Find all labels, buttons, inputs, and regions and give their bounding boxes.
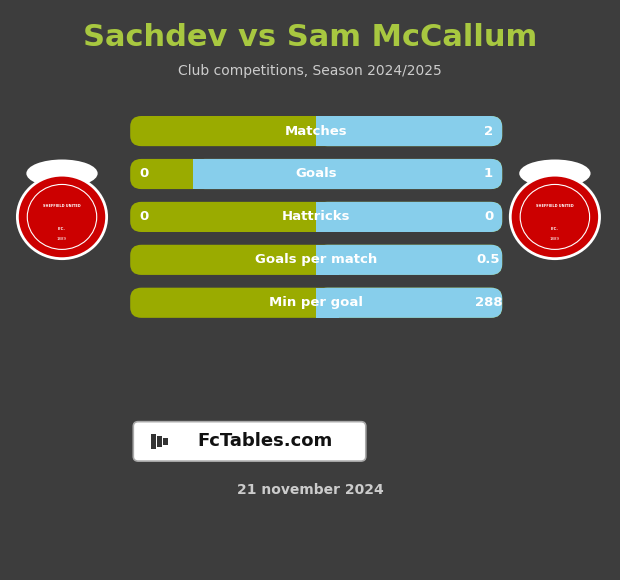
Text: Goals: Goals [295,168,337,180]
Text: SHEFFIELD UNITED: SHEFFIELD UNITED [43,205,81,208]
Ellipse shape [26,160,98,187]
FancyBboxPatch shape [316,116,502,146]
FancyBboxPatch shape [130,116,502,146]
Text: Club competitions, Season 2024/2025: Club competitions, Season 2024/2025 [178,64,442,78]
Text: 1889: 1889 [57,237,67,241]
Text: 0: 0 [140,211,148,223]
Text: FcTables.com: FcTables.com [197,432,333,451]
Text: Sachdev vs Sam McCallum: Sachdev vs Sam McCallum [83,23,537,52]
Text: 0: 0 [140,168,148,180]
FancyBboxPatch shape [133,422,366,461]
Circle shape [510,175,600,259]
Text: 1889: 1889 [550,237,560,241]
Circle shape [17,175,107,259]
Text: 21 november 2024: 21 november 2024 [237,483,383,497]
FancyBboxPatch shape [316,288,339,318]
FancyBboxPatch shape [193,159,216,189]
FancyBboxPatch shape [316,116,339,146]
FancyBboxPatch shape [163,438,168,445]
Text: Matches: Matches [285,125,348,137]
Ellipse shape [520,160,590,187]
Text: 0.5: 0.5 [477,253,500,266]
Text: 2: 2 [484,125,493,137]
FancyBboxPatch shape [130,202,502,232]
Text: F.C.: F.C. [551,227,559,230]
FancyBboxPatch shape [151,434,156,449]
FancyBboxPatch shape [130,288,502,318]
FancyBboxPatch shape [316,202,339,232]
Text: Hattricks: Hattricks [282,211,350,223]
Text: Min per goal: Min per goal [269,296,363,309]
FancyBboxPatch shape [130,159,502,189]
FancyBboxPatch shape [130,245,502,275]
Text: SHEFFIELD UNITED: SHEFFIELD UNITED [536,205,574,208]
Text: 0: 0 [484,211,493,223]
Text: Goals per match: Goals per match [255,253,378,266]
FancyBboxPatch shape [316,245,339,275]
FancyBboxPatch shape [316,202,502,232]
FancyBboxPatch shape [316,245,502,275]
FancyBboxPatch shape [193,159,502,189]
Text: F.C.: F.C. [58,227,66,230]
FancyBboxPatch shape [157,436,162,447]
FancyBboxPatch shape [316,288,502,318]
Text: 1: 1 [484,168,493,180]
Text: 288: 288 [475,296,502,309]
